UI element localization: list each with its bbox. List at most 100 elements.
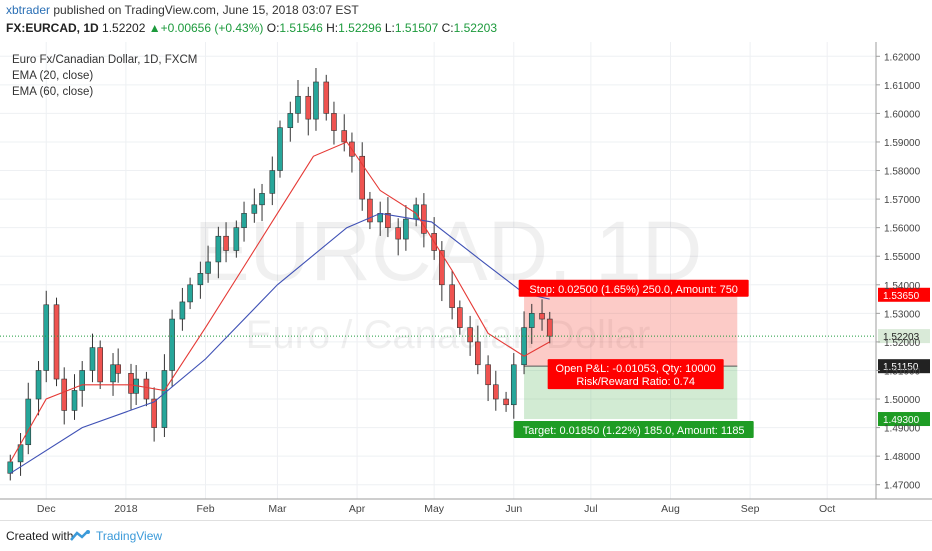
candle-body <box>341 130 348 143</box>
ema20-line[interactable] <box>9 141 550 463</box>
y-tick-label: 1.47000 <box>884 481 921 492</box>
candle-body <box>71 390 78 411</box>
last-price-text: 1.52202 <box>102 21 146 35</box>
high-value: 1.52296 <box>338 21 382 35</box>
candle-body <box>395 227 401 240</box>
candle-body <box>449 284 455 308</box>
open-label: O: <box>266 21 280 35</box>
y-tick-label: 1.57000 <box>884 195 921 206</box>
candle-body <box>305 95 312 120</box>
candle-body <box>259 193 265 206</box>
price-chart[interactable]: EURCAD, 1D Euro / Canadian Dollar 1.5365… <box>0 42 932 518</box>
y-tick-label: 1.51000 <box>884 366 921 377</box>
high-label: H: <box>326 21 339 35</box>
candle-body <box>89 347 96 371</box>
y-tick-label: 1.56000 <box>884 224 921 235</box>
candle-body <box>485 364 491 386</box>
candle-body <box>510 364 517 406</box>
entry-price-badge-bg <box>878 359 930 374</box>
candle-body <box>277 127 283 171</box>
candle-body <box>110 364 116 383</box>
candle-body <box>493 384 499 400</box>
open-value: 1.51546 <box>279 21 323 35</box>
candle-body <box>385 213 391 228</box>
low-value: 1.51507 <box>394 21 439 35</box>
symbol-label: FX:EURCAD, 1D <box>6 21 99 35</box>
candle-body <box>287 113 294 128</box>
target-price-badge: 1.49300 <box>883 415 920 426</box>
pnl-label-box[interactable] <box>547 359 724 390</box>
candle-body <box>223 235 229 251</box>
legend-title: Euro Fx/Canadian Dollar, 1D, FXCM <box>12 54 198 66</box>
stop-label-box[interactable] <box>518 279 749 297</box>
target-label-text: Target: 0.01850 (1.22%) 185.0, Amount: 1… <box>523 425 745 437</box>
candle-body <box>143 378 150 400</box>
legend-ema60[interactable]: EMA (60, close) <box>12 86 94 98</box>
y-tick-label: 1.60000 <box>884 109 921 120</box>
x-tick-label: Apr <box>349 503 366 515</box>
tradingview-logo-icon <box>70 530 90 541</box>
y-tick-label: 1.50000 <box>884 395 921 406</box>
stop-zone <box>524 294 738 367</box>
x-tick-label: Dec <box>37 503 56 515</box>
y-tick-label: 1.53000 <box>884 309 921 320</box>
candle-body <box>215 235 222 263</box>
candle-body <box>475 341 481 366</box>
change-text: +0.00656 (+0.43%) <box>160 21 264 35</box>
y-tick-label: 1.49000 <box>884 424 921 435</box>
candle-body <box>367 198 373 223</box>
candle-body <box>79 370 86 391</box>
up-arrow-icon: ▲ <box>148 21 161 35</box>
candle-body <box>403 218 409 240</box>
chart-legend: Euro Fx/Canadian Dollar, 1D, FXCM EMA (2… <box>12 52 197 100</box>
x-tick-label: Jul <box>584 503 597 515</box>
y-tick-label: 1.54000 <box>884 281 921 292</box>
author-link[interactable]: xbtrader <box>6 3 51 17</box>
y-tick-label: 1.61000 <box>884 81 921 92</box>
legend-ema20[interactable]: EMA (20, close) <box>12 70 94 82</box>
candle-body <box>187 284 193 303</box>
published-text: published on TradingView.com, June 15, 2… <box>53 3 359 17</box>
y-tick-label: 1.55000 <box>884 252 921 263</box>
last-price-badge-bg <box>878 329 930 344</box>
candle-body <box>115 364 121 374</box>
y-tick-label: 1.52000 <box>884 338 921 349</box>
ema60-line[interactable] <box>10 212 550 474</box>
candle-body <box>169 318 175 371</box>
x-tick-label: Mar <box>268 503 287 515</box>
candle-body <box>53 304 60 380</box>
x-tick-label: 2018 <box>114 503 138 515</box>
candle-body <box>43 304 50 371</box>
entry-price-badge: 1.51150 <box>883 362 919 373</box>
candle-body <box>161 370 168 428</box>
target-label-box[interactable] <box>513 421 754 439</box>
tradingview-brand[interactable]: TradingView <box>96 529 163 543</box>
candle-body <box>528 313 535 328</box>
x-tick-label: May <box>424 503 445 515</box>
candle-body <box>331 113 337 131</box>
close-label: C: <box>441 21 454 35</box>
candle-body <box>295 95 301 114</box>
candle-body <box>151 398 157 428</box>
y-tick-label: 1.59000 <box>884 138 921 149</box>
stop-price-badge: 1.53650 <box>883 291 920 302</box>
candle-body <box>128 373 134 394</box>
candle-body <box>323 81 330 114</box>
x-tick-label: Feb <box>196 503 214 515</box>
y-tick-label: 1.48000 <box>884 452 921 463</box>
candle-body <box>179 301 186 320</box>
candle-body <box>457 307 463 328</box>
x-tick-label: Oct <box>819 503 835 515</box>
last-price-badge: 1.52203 <box>883 332 920 343</box>
candle-body <box>97 347 103 383</box>
candle-body <box>35 370 42 400</box>
close-value: 1.52203 <box>453 21 498 35</box>
candle-body <box>61 378 68 411</box>
publish-line: xbtrader published on TradingView.com, J… <box>6 3 359 17</box>
candle-body <box>546 318 553 337</box>
candle-body <box>269 170 276 194</box>
candle-body <box>25 398 32 446</box>
y-tick-label: 1.62000 <box>884 52 921 63</box>
candle-body <box>241 213 247 228</box>
candle-body <box>251 204 258 214</box>
